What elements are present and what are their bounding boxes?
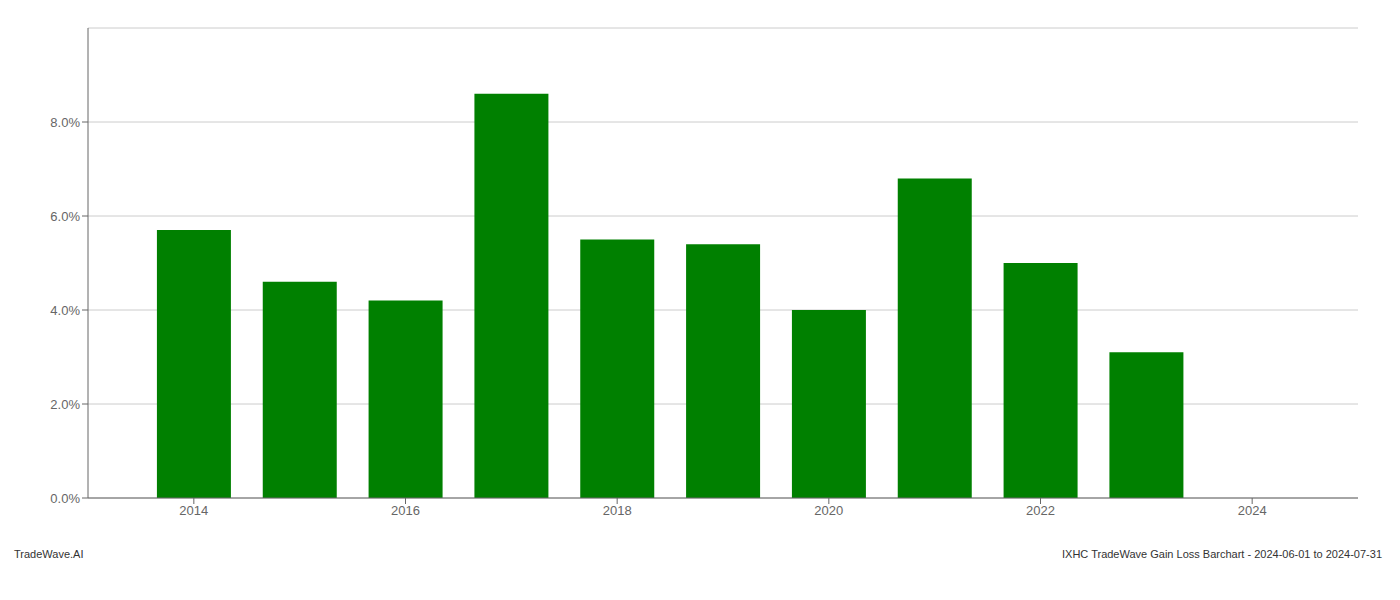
svg-text:2014: 2014 [179, 503, 208, 518]
svg-text:2018: 2018 [603, 503, 632, 518]
svg-text:2016: 2016 [391, 503, 420, 518]
svg-text:2.0%: 2.0% [50, 397, 80, 412]
svg-text:2024: 2024 [1238, 503, 1267, 518]
html-text:IXHC TradeWave Gain Loss Barch: IXHC TradeWave Gain Loss Barchart - 2024… [1062, 548, 1382, 560]
svg-text:4.0%: 4.0% [50, 303, 80, 318]
svg-text:6.0%: 6.0% [50, 209, 80, 224]
svg-text:0.0%: 0.0% [50, 491, 80, 506]
svg-text:2020: 2020 [814, 503, 843, 518]
html-text:TradeWave.AI: TradeWave.AI [14, 548, 84, 560]
svg-text:8.0%: 8.0% [50, 115, 80, 130]
svg-text:2022: 2022 [1026, 503, 1055, 518]
